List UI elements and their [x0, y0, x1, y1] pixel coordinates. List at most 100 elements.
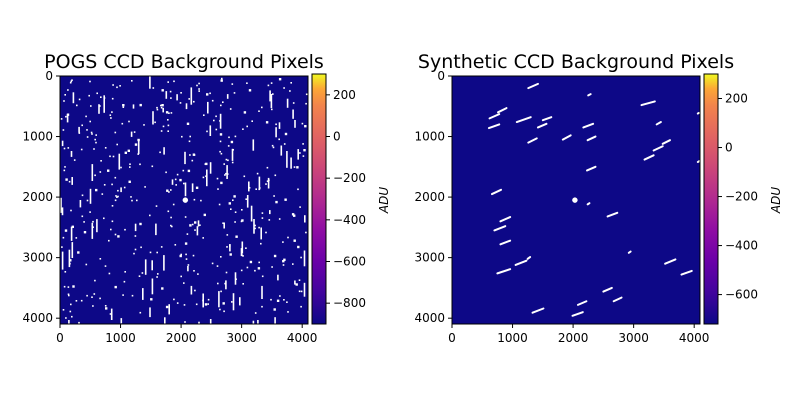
- hot-pixel: [164, 317, 166, 324]
- y-tick-label: 3000: [22, 251, 53, 265]
- hot-pixel: [228, 136, 230, 139]
- hot-pixel: [108, 272, 111, 275]
- hot-pixel: [65, 317, 67, 319]
- hot-pixel: [300, 305, 302, 308]
- hot-pixel: [109, 114, 112, 116]
- x-tick-label: 1000: [105, 331, 136, 345]
- hot-pixel: [297, 245, 300, 249]
- hot-pixel: [300, 290, 303, 293]
- hot-pixel: [114, 176, 117, 179]
- hot-pixel: [193, 198, 196, 201]
- hot-pixel: [205, 162, 208, 166]
- source-streak: [526, 256, 532, 260]
- hot-pixel: [94, 174, 96, 177]
- hot-pixel: [134, 143, 138, 146]
- hot-pixel: [171, 179, 174, 185]
- hot-pixel: [80, 299, 83, 302]
- colorbar-tick-label: −600: [333, 255, 366, 269]
- hot-pixel: [197, 273, 199, 275]
- x-tick-label: 2000: [166, 331, 197, 345]
- hot-pixel: [239, 297, 241, 306]
- hot-pixel: [141, 272, 144, 274]
- axes-frame: [451, 75, 701, 325]
- hot-pixel: [228, 202, 231, 205]
- x-tick-label: 1000: [497, 331, 528, 345]
- hot-pixel: [221, 77, 223, 80]
- hot-pixel: [206, 93, 209, 96]
- hot-pixel: [156, 108, 159, 111]
- hot-pixel: [229, 253, 232, 256]
- hot-pixel: [156, 106, 158, 109]
- source-streak: [576, 300, 588, 306]
- hot-pixel: [182, 169, 185, 172]
- hot-pixel: [96, 92, 98, 95]
- hot-pixel: [124, 151, 127, 154]
- hot-pixel: [161, 104, 164, 107]
- hot-pixel: [293, 239, 296, 242]
- hot-pixel: [98, 104, 100, 114]
- hot-pixel: [242, 128, 244, 130]
- hot-pixel: [83, 231, 87, 234]
- colorbar-gradient: [311, 73, 327, 325]
- source-streak: [664, 258, 677, 265]
- hot-pixel: [218, 291, 220, 308]
- hot-pixel: [258, 261, 260, 264]
- hot-pixel: [170, 189, 172, 191]
- hot-pixel: [170, 224, 172, 227]
- hot-pixel: [220, 152, 223, 155]
- hot-pixel: [246, 195, 249, 208]
- hot-pixel: [266, 180, 269, 182]
- hot-pixel: [61, 208, 63, 210]
- hot-pixel: [179, 254, 182, 258]
- hot-pixel: [205, 175, 207, 177]
- hot-pixel: [181, 135, 183, 138]
- hot-pixel: [226, 234, 229, 236]
- hot-pixel: [170, 97, 172, 99]
- hot-pixel: [297, 149, 299, 160]
- colorbar-tick-label: 200: [333, 88, 356, 102]
- colorbar-tick-label: −200: [725, 190, 758, 204]
- hot-pixel: [195, 186, 199, 189]
- hot-pixel: [154, 121, 156, 124]
- hot-pixel: [302, 143, 304, 145]
- hot-pixel: [163, 255, 165, 271]
- hot-pixel: [111, 111, 113, 113]
- hot-pixel: [119, 85, 121, 87]
- hot-pixel: [305, 231, 307, 234]
- hot-pixel: [296, 166, 299, 169]
- colorbar-tick-label: −400: [333, 213, 366, 227]
- hot-pixel: [95, 141, 97, 144]
- hot-pixel: [301, 122, 304, 125]
- hot-pixel: [227, 145, 230, 147]
- hot-pixel: [76, 104, 78, 107]
- hot-pixel: [303, 149, 306, 152]
- hot-pixel: [149, 214, 151, 217]
- source-streak: [627, 250, 632, 254]
- hot-pixel: [114, 285, 117, 289]
- hot-pixel: [202, 237, 204, 239]
- hot-pixel: [111, 220, 114, 223]
- colorbar-tick-label: 200: [725, 92, 748, 106]
- hot-pixel: [117, 235, 120, 238]
- hot-pixel: [89, 211, 91, 213]
- hot-pixel: [276, 299, 280, 302]
- hot-pixel: [71, 79, 73, 81]
- axes-frame: [59, 75, 309, 325]
- hot-pixel: [70, 303, 72, 306]
- hot-pixel: [254, 224, 256, 227]
- colorbar-gradient: [703, 73, 719, 325]
- source-streak: [496, 268, 512, 275]
- x-tick-label: 0: [56, 331, 64, 345]
- hot-pixel: [122, 104, 125, 107]
- hot-pixel: [287, 236, 289, 239]
- hot-pixel: [258, 226, 260, 229]
- hot-pixel: [225, 271, 228, 274]
- hot-pixel: [300, 256, 302, 259]
- hot-pixel: [60, 197, 62, 213]
- hot-pixel: [199, 224, 201, 226]
- source-streak: [531, 307, 545, 314]
- hot-pixel: [63, 285, 66, 288]
- x-tick-label: 3000: [226, 331, 257, 345]
- hot-pixel: [132, 104, 135, 109]
- hot-pixel: [116, 86, 118, 89]
